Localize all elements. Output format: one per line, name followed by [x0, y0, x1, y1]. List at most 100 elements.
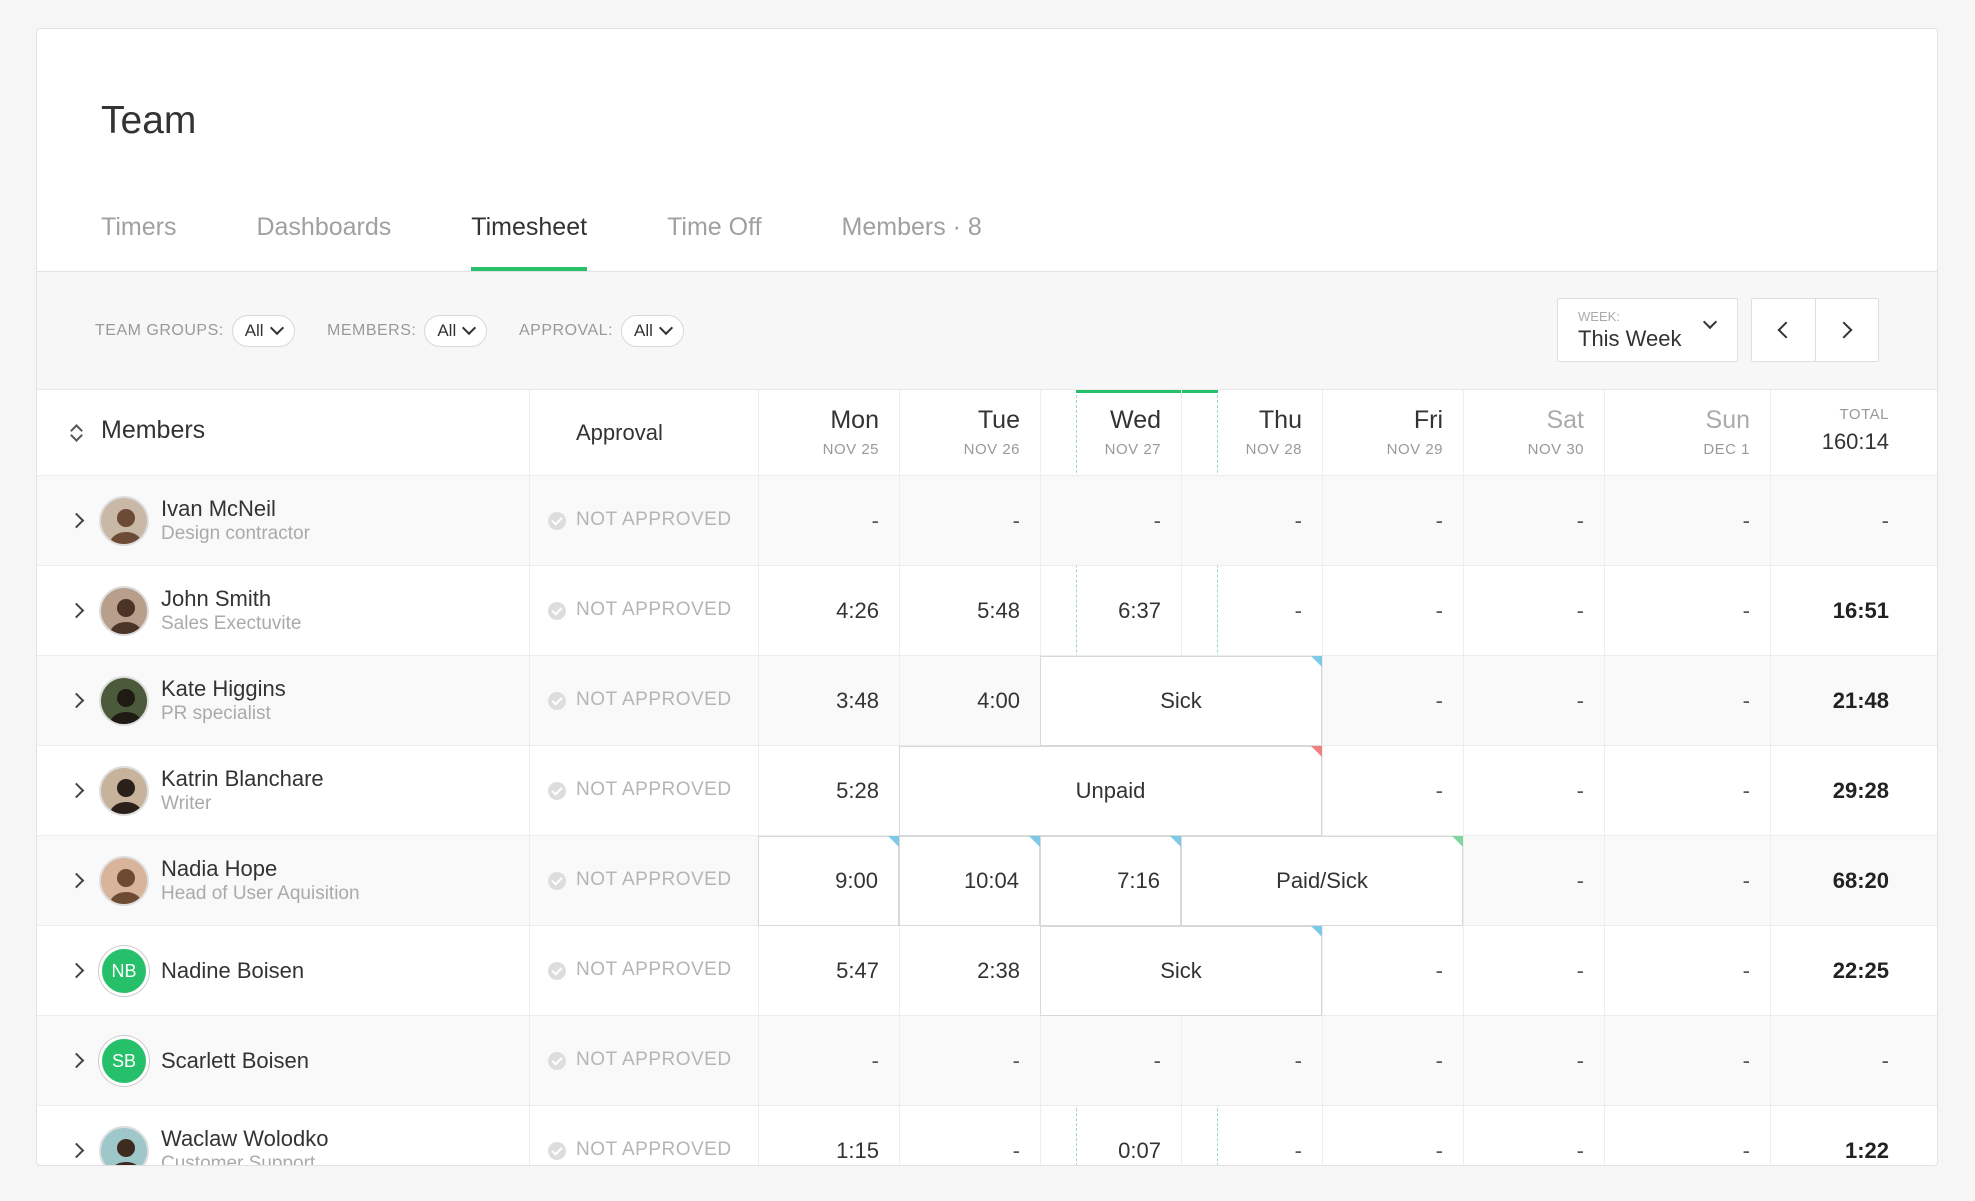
time-off-label: Sick: [1160, 688, 1202, 713]
team-groups-dropdown[interactable]: All: [231, 315, 295, 347]
day-cell[interactable]: -: [1463, 836, 1604, 925]
prev-week-button[interactable]: [1752, 299, 1815, 361]
day-cell[interactable]: -: [1463, 656, 1604, 745]
day-cell[interactable]: -: [1604, 836, 1770, 925]
day-cell[interactable]: -: [1040, 1016, 1181, 1105]
approval-cell[interactable]: NOT APPROVED: [529, 1106, 758, 1165]
day-cell[interactable]: 6:37: [1040, 566, 1181, 655]
member-name[interactable]: Katrin Blanchare: [161, 766, 324, 791]
day-cell[interactable]: -: [1463, 476, 1604, 565]
day-cell[interactable]: 5:47: [758, 926, 899, 1015]
member-name[interactable]: Ivan McNeil: [161, 496, 276, 521]
day-cell[interactable]: -: [1604, 1016, 1770, 1105]
approval-cell[interactable]: NOT APPROVED: [529, 566, 758, 655]
approval-cell[interactable]: NOT APPROVED: [529, 746, 758, 835]
day-cell[interactable]: -: [1322, 476, 1463, 565]
approval-cell[interactable]: NOT APPROVED: [529, 926, 758, 1015]
day-cell[interactable]: -: [1463, 566, 1604, 655]
day-cell[interactable]: -: [1604, 566, 1770, 655]
tab-timesheet[interactable]: Timesheet: [471, 189, 587, 271]
day-cell[interactable]: -: [1604, 926, 1770, 1015]
day-cell[interactable]: -: [899, 1106, 1040, 1165]
member-name[interactable]: Nadine Boisen: [161, 958, 305, 983]
member-name[interactable]: Kate Higgins: [161, 676, 286, 701]
approval-cell[interactable]: NOT APPROVED: [529, 1016, 758, 1105]
chevron-right-icon[interactable]: [68, 602, 85, 619]
chevron-right-icon[interactable]: [68, 1142, 85, 1159]
chevron-right-icon[interactable]: [68, 782, 85, 799]
table-row[interactable]: Katrin Blanchare Writer NOT APPROVED 5:28- -…: [37, 746, 1937, 836]
day-cell[interactable]: -: [1181, 1016, 1322, 1105]
day-cell[interactable]: -: [1322, 746, 1463, 835]
time-off-block[interactable]: Paid/Sick: [1181, 836, 1463, 926]
day-cell[interactable]: 0:07: [1040, 1106, 1181, 1165]
table-row[interactable]: SB Scarlett Boisen NOT APPROVED - - - - - - - -: [37, 1016, 1937, 1106]
day-cell[interactable]: -: [1604, 476, 1770, 565]
day-cell[interactable]: -: [1322, 1106, 1463, 1165]
time-off-block[interactable]: Sick: [1040, 926, 1322, 1016]
day-cell[interactable]: -: [899, 476, 1040, 565]
time-entry-cell[interactable]: 9:00: [758, 836, 899, 926]
day-cell[interactable]: -: [1322, 1016, 1463, 1105]
row-total: -: [1770, 1016, 1937, 1105]
time-off-block[interactable]: Sick: [1040, 656, 1322, 746]
time-entry-cell[interactable]: 7:16: [1040, 836, 1181, 926]
day-cell[interactable]: 2:38: [899, 926, 1040, 1015]
day-cell[interactable]: -: [1322, 926, 1463, 1015]
day-cell[interactable]: 4:00: [899, 656, 1040, 745]
day-cell[interactable]: -: [899, 1016, 1040, 1105]
day-cell[interactable]: -: [1322, 656, 1463, 745]
table-row[interactable]: Kate Higgins PR specialist NOT APPROVED 3:4…: [37, 656, 1937, 746]
day-cell[interactable]: -: [1181, 476, 1322, 565]
table-row[interactable]: John Smith Sales Exectuvite NOT APPROVED 4:…: [37, 566, 1937, 656]
day-cell[interactable]: -: [758, 476, 899, 565]
day-cell[interactable]: -: [1181, 1106, 1322, 1165]
next-week-button[interactable]: [1814, 299, 1879, 361]
day-cell[interactable]: 4:26: [758, 566, 899, 655]
tab-dashboards[interactable]: Dashboards: [256, 213, 392, 241]
time-entry-cell[interactable]: 10:04: [899, 836, 1040, 926]
table-row[interactable]: Ivan McNeil Design contractor NOT APPROVED…: [37, 476, 1937, 566]
day-cell[interactable]: 1:15: [758, 1106, 899, 1165]
chevron-right-icon[interactable]: [68, 872, 85, 889]
chevron-right-icon[interactable]: [68, 692, 85, 709]
day-cell[interactable]: -: [1463, 1106, 1604, 1165]
approval-dropdown[interactable]: All: [621, 315, 684, 347]
day-cell[interactable]: -: [1040, 476, 1181, 565]
day-cell[interactable]: 3:48: [758, 656, 899, 745]
chevron-right-icon[interactable]: [68, 962, 85, 979]
day-cell[interactable]: 5:28: [758, 746, 899, 835]
table-row[interactable]: Waclaw Wolodko Customer Support NOT APPROV…: [37, 1106, 1937, 1165]
week-select[interactable]: WEEK: This Week: [1557, 298, 1738, 362]
day-cell[interactable]: 5:48: [899, 566, 1040, 655]
members-header[interactable]: Members: [37, 390, 529, 475]
member-name[interactable]: Nadia Hope: [161, 856, 278, 881]
table-row[interactable]: Nadia Hope Head of User Aquisition NOT APP…: [37, 836, 1937, 926]
tab-timers[interactable]: Timers: [101, 213, 177, 241]
time-off-block[interactable]: Unpaid: [899, 746, 1322, 836]
member-name[interactable]: Scarlett Boisen: [161, 1048, 309, 1073]
day-cell[interactable]: -: [1604, 656, 1770, 745]
member-name[interactable]: Waclaw Wolodko: [161, 1126, 329, 1151]
day-cell[interactable]: -: [758, 1016, 899, 1105]
approval-cell[interactable]: NOT APPROVED: [529, 476, 758, 565]
day-cell[interactable]: -: [1604, 746, 1770, 835]
day-cell[interactable]: -: [1604, 1106, 1770, 1165]
row-total: 21:48: [1770, 656, 1937, 745]
chevron-right-icon[interactable]: [68, 512, 85, 529]
members-dropdown[interactable]: All: [424, 315, 488, 347]
tab-time-off[interactable]: Time Off: [667, 213, 762, 241]
approval-cell[interactable]: NOT APPROVED: [529, 656, 758, 745]
day-cell[interactable]: -: [1322, 566, 1463, 655]
member-name[interactable]: John Smith: [161, 586, 272, 611]
day-cell[interactable]: -: [1181, 566, 1322, 655]
day-cell[interactable]: -: [1463, 1016, 1604, 1105]
day-cell[interactable]: -: [1463, 746, 1604, 835]
chevron-right-icon[interactable]: [68, 1052, 85, 1069]
table-row[interactable]: NB Nadine Boisen NOT APPROVED 5:47 2:38- - - Si…: [37, 926, 1937, 1016]
time-off-label: Paid/Sick: [1276, 868, 1368, 893]
entry-marker: [1029, 836, 1040, 847]
day-cell[interactable]: -: [1463, 926, 1604, 1015]
approval-cell[interactable]: NOT APPROVED: [529, 836, 758, 925]
tab-members[interactable]: Members · 8: [841, 213, 982, 241]
